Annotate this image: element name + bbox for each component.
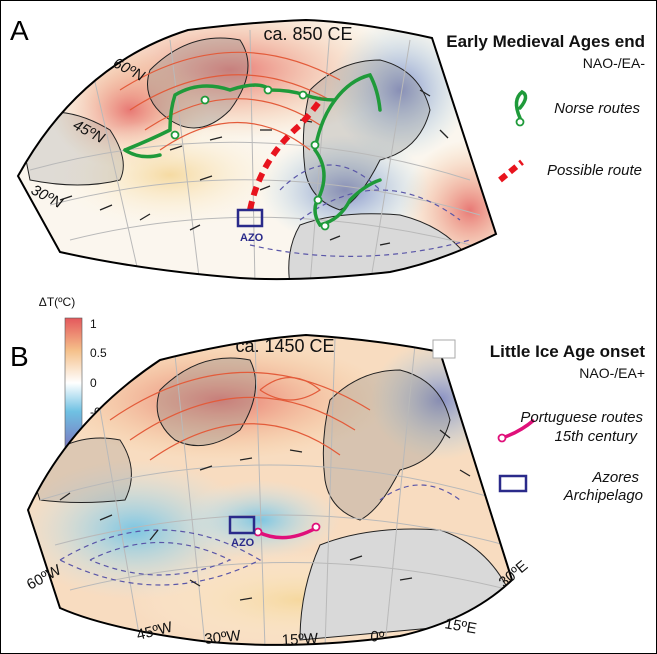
legend-portuguese: Portuguese routes 15th century [497,409,644,445]
legend-azores: Azores Archipelago [498,469,643,504]
legend-possible-label: Possible route [547,162,642,179]
panel-b-graticule [39,337,511,645]
panel-b-pressure-contours [59,371,461,586]
lon-label-15w: 15ºW [281,630,319,649]
panel-b-route-start [253,527,263,537]
panel-a-mode: NAO-/EA- [583,55,646,71]
colorbar-tick-0: 0 [90,376,97,390]
panel-a-cool-anomaly-east [330,20,470,160]
panel-b-mode: NAO-/EA+ [579,365,645,381]
panel-b-route-end [311,522,321,532]
panel-b-europe [322,369,451,521]
panel-a-era-title: Early Medieval Ages end [446,32,645,51]
panel-b-azo-label: AZO [231,537,255,549]
panel-b-portuguese-route [257,526,317,540]
legend-possible: Possible route [498,159,642,183]
panel-a-map-outline [16,18,498,281]
panel-a-azores-marker: AZO [236,208,264,244]
panel-a-norse-stops [170,85,330,231]
panel-b-azores-marker: AZO [228,515,256,549]
panel-b-map-outline [26,333,514,646]
colorbar-tick-0.5: 0.5 [90,346,107,360]
legend-portuguese-line1: Portuguese routes [520,409,643,426]
legend-norse: Norse routes [514,89,640,127]
panel-b-map-title: ca. 1450 CE [235,336,334,356]
panel-b-letter: B [10,341,29,372]
panel-b-north-america [29,437,132,503]
legend-norse-label: Norse routes [554,100,640,117]
lon-label-0: 0º [370,628,385,646]
legend-azores-line2: Archipelago [563,487,643,504]
lon-label-30w: 30ºW [204,627,243,648]
panel-a-letter: A [10,15,29,46]
panel-a-pressure-contours [119,51,471,257]
colorbar-scale [64,317,83,449]
legend-portuguese-line2: 15th century [554,428,638,445]
panel-a-possible-route [247,96,325,211]
colorbar-tick-1: 1 [90,317,97,331]
panel-a-map-title: ca. 850 CE [263,24,352,44]
panel-b-era-title: Little Ice Age onset [490,342,646,361]
legend-azores-line1: Azores [591,469,639,486]
panel-b-era-badge [432,339,456,359]
colorbar-title: ΔT(ºC) [39,295,75,309]
panel-b-wind-arrows [59,429,471,601]
lon-label-15e: 15ºE [443,615,478,637]
panel-a-azo-label: AZO [240,232,264,244]
panel-b-cool-center [180,480,340,560]
